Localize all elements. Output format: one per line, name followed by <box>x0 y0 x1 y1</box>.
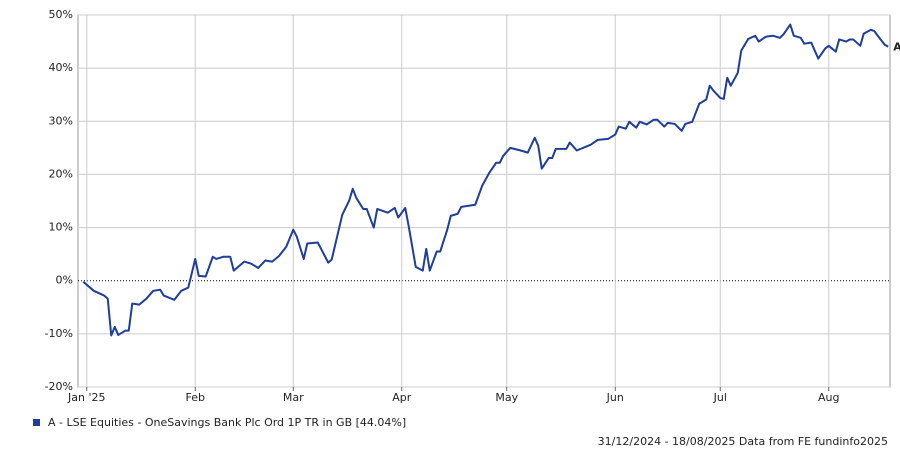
y-tick-label: -20% <box>45 380 73 393</box>
legend-swatch <box>33 419 40 426</box>
x-tick-label: Mar <box>283 391 304 404</box>
y-tick-label: 40% <box>49 61 73 74</box>
y-tick-label: 50% <box>49 8 73 21</box>
x-tick-label: Jan '25 <box>67 391 105 404</box>
y-tick-label: 30% <box>49 114 73 127</box>
y-tick-label: 0% <box>56 274 73 287</box>
x-tick-label: Apr <box>392 391 412 404</box>
y-tick-label: 10% <box>49 221 73 234</box>
y-tick-label: 20% <box>49 167 73 180</box>
plot-area <box>77 14 891 388</box>
footer: 31/12/2024 - 18/08/2025 Data from FE fun… <box>598 435 888 448</box>
y-tick-label: -10% <box>45 327 73 340</box>
end-marker-label: A <box>893 41 900 54</box>
legend-label: A - LSE Equities - OneSavings Bank Plc O… <box>48 416 406 429</box>
x-tick-label: Jun <box>606 391 624 404</box>
x-tick-label: Feb <box>186 391 205 404</box>
x-tick-label: Jul <box>713 391 727 404</box>
x-tick-label: Aug <box>818 391 839 404</box>
series-line <box>82 23 889 337</box>
x-tick-label: May <box>495 391 518 404</box>
